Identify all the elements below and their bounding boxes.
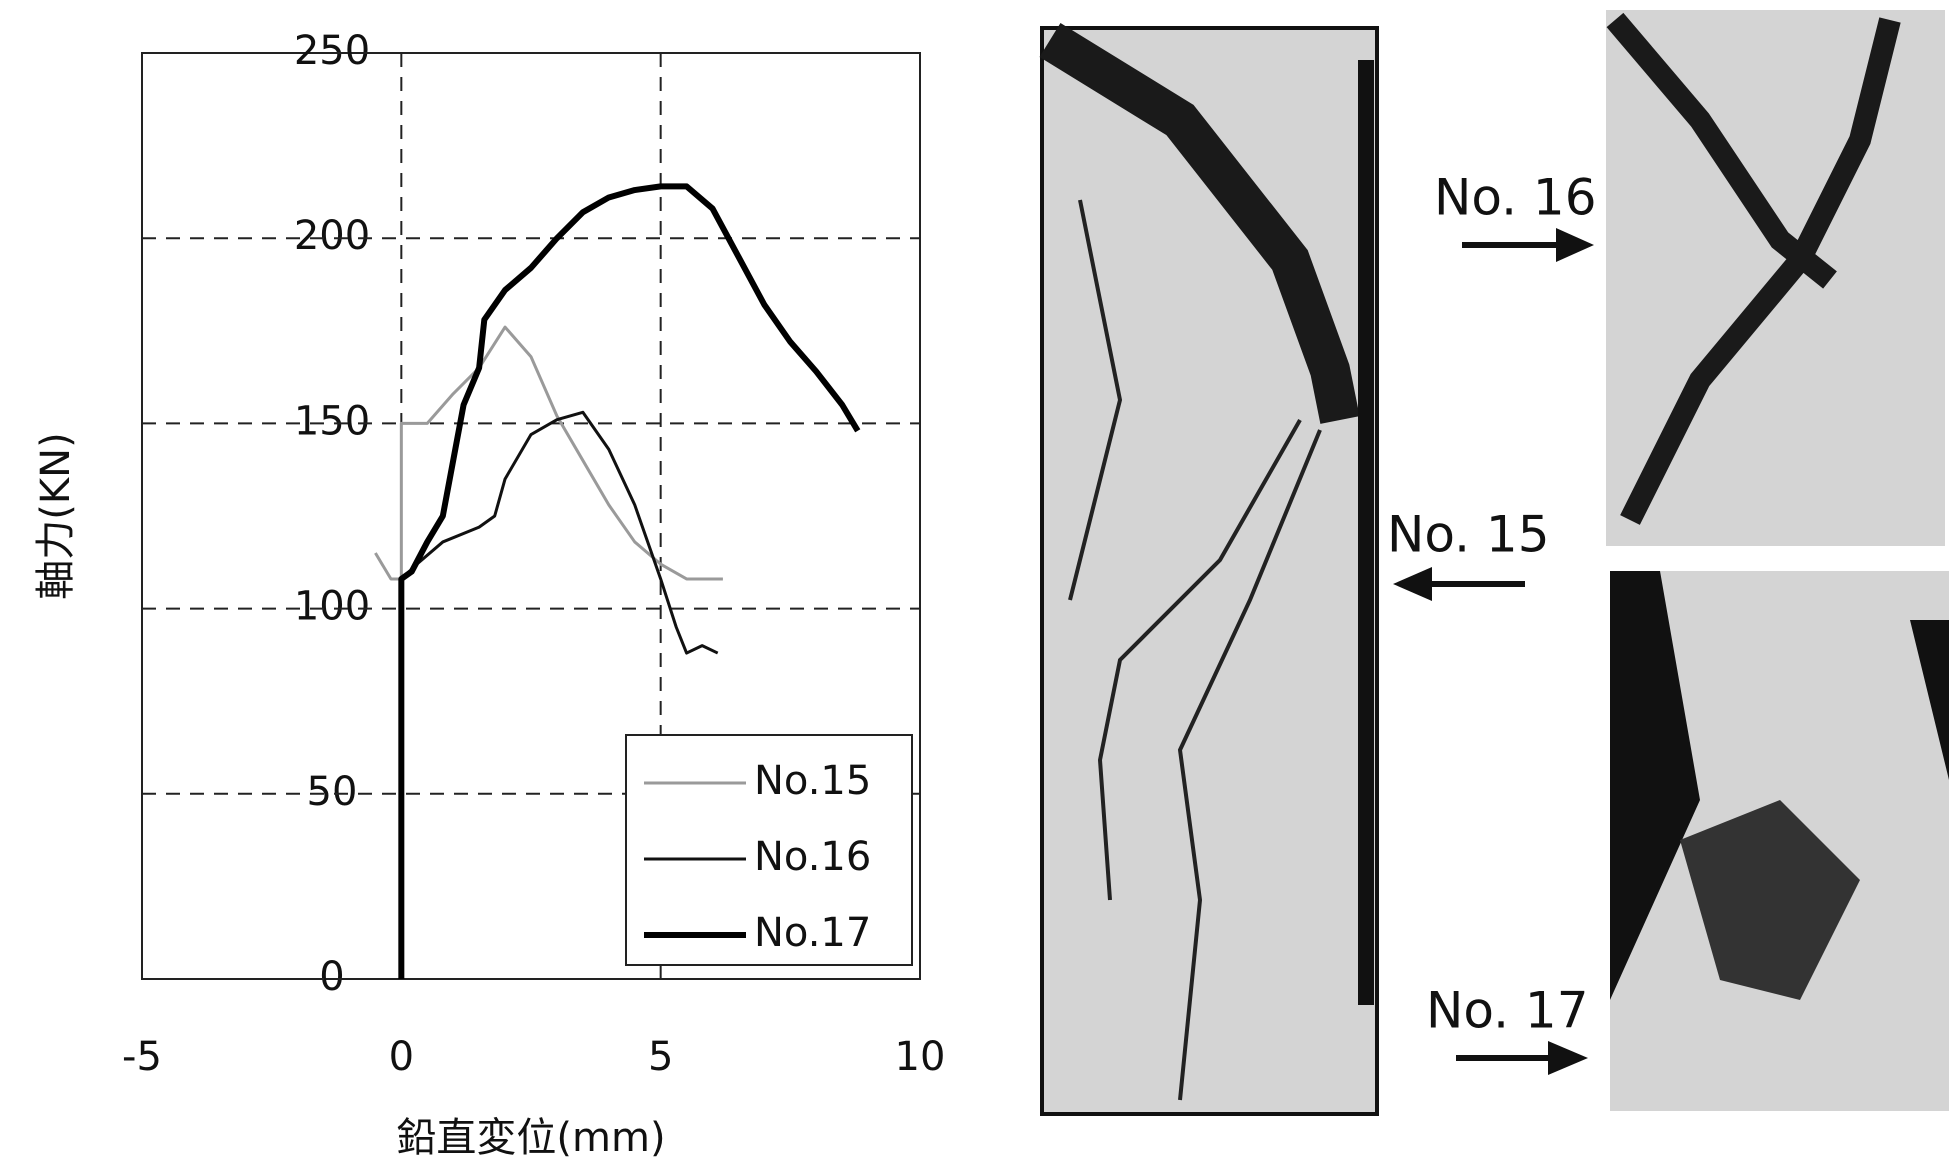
y-tick-label: 100 bbox=[294, 584, 370, 630]
x-tick-label: 5 bbox=[648, 1034, 673, 1080]
y-tick-label: 50 bbox=[307, 769, 358, 815]
photo-edge bbox=[1358, 60, 1374, 1005]
x-axis-label: 鉛直変位(mm) bbox=[396, 1115, 665, 1161]
photo-label: No. 16 bbox=[1434, 169, 1597, 227]
legend-label: No.16 bbox=[754, 834, 871, 880]
arrow-head bbox=[1556, 228, 1594, 262]
legend-label: No.17 bbox=[754, 910, 871, 956]
photo-label: No. 15 bbox=[1387, 506, 1550, 564]
y-axis-label: 軸力(KN) bbox=[33, 432, 79, 599]
photo-label: No. 17 bbox=[1426, 982, 1589, 1040]
figure: 鉛直変位(mm) 軸力(KN) No. 16 No. 15 No. 17 050… bbox=[0, 0, 1958, 1172]
y-tick-label: 150 bbox=[294, 398, 370, 444]
x-tick-label: 10 bbox=[895, 1034, 946, 1080]
photos: No. 16 No. 15 No. 17 bbox=[1042, 10, 1949, 1114]
y-tick-label: 0 bbox=[319, 954, 344, 1000]
legend-label: No.15 bbox=[754, 758, 871, 804]
y-tick-label: 250 bbox=[294, 28, 370, 74]
x-tick-label: 0 bbox=[389, 1034, 414, 1080]
arrow-head bbox=[1548, 1041, 1588, 1075]
x-tick-label: -5 bbox=[122, 1034, 162, 1080]
arrow-head bbox=[1393, 567, 1432, 601]
legend: No.15 No.16 No.17 bbox=[626, 735, 912, 965]
y-tick-label: 200 bbox=[294, 213, 370, 259]
